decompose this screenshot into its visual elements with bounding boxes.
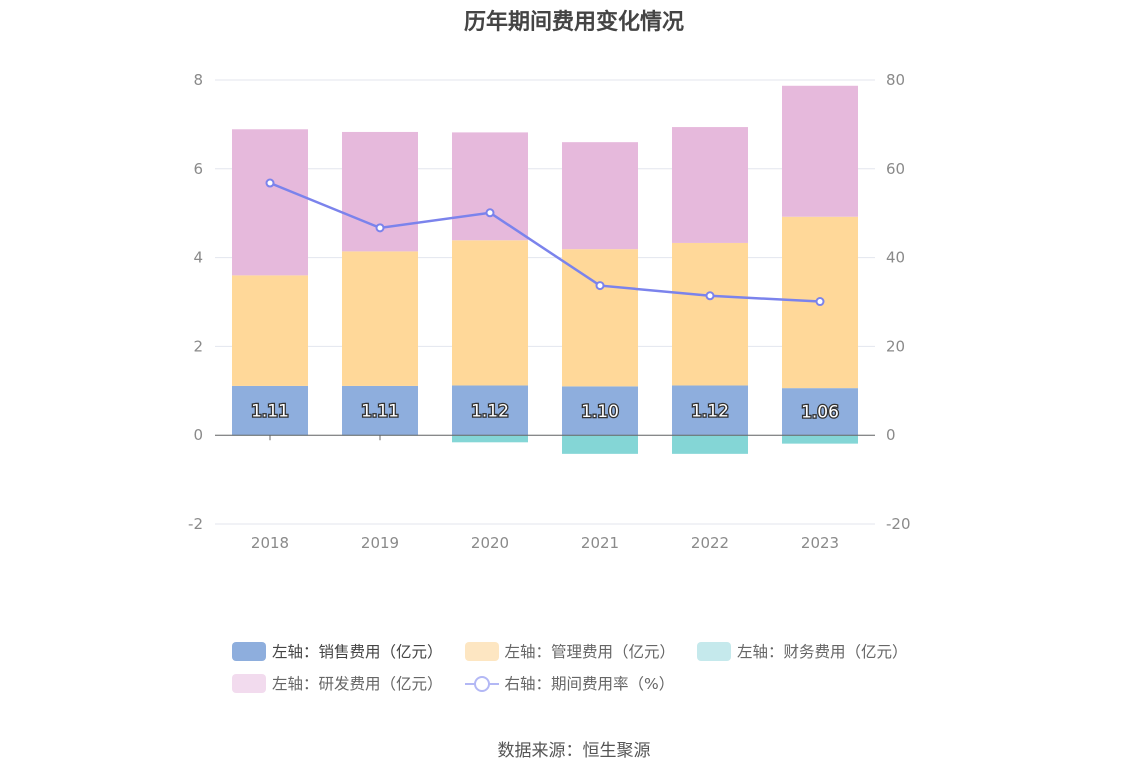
- legend-label-ratio: 右轴：期间费用率（%）: [504, 675, 675, 693]
- x-axis-tick-label: 2020: [471, 534, 509, 552]
- expense-ratio-point: [485, 208, 495, 218]
- bar-segment-2-2022: [672, 242, 748, 386]
- bar-segment-4-2021: [562, 142, 638, 250]
- left-axis-tick-label: 2: [193, 337, 203, 355]
- legend-label-finance: 左轴：财务费用（亿元）: [737, 643, 908, 661]
- expense-ratio-line: [269, 181, 821, 303]
- bar-segment-1-2022: [672, 385, 748, 436]
- legend-swatch-rd: [232, 673, 266, 693]
- bar-segment-4-2020: [452, 132, 528, 241]
- left-axis-tick-label: 8: [193, 71, 203, 89]
- bar-segment-2-2019: [342, 251, 418, 386]
- chart-legend: 左轴：销售费用（亿元） 左轴：管理费用（亿元） 左轴：财务费用（亿元） 左轴：研…: [232, 638, 952, 702]
- bar-segment-4-2018: [232, 129, 308, 276]
- x-axis-tick-label: 2018: [251, 534, 289, 552]
- bar-data-label: 1.11: [251, 402, 289, 422]
- bar-segment-1-2023: [782, 388, 858, 436]
- bar-segment-2-2018: [232, 275, 308, 386]
- bar-segment-3-2022: [672, 435, 748, 454]
- right-axis-tick-label: 0: [886, 426, 896, 444]
- legend-swatch-finance: [697, 641, 732, 661]
- bar-segment-1-2020: [452, 385, 528, 436]
- expense-ratio-point: [595, 281, 605, 291]
- bar-segment-1-2019: [342, 385, 418, 436]
- bar-segment-4-2023: [782, 85, 858, 217]
- right-axis-tick-label: 60: [886, 160, 905, 178]
- legend-label-admin: 左轴：管理费用（亿元）: [504, 643, 676, 661]
- bar-data-label: 1.10: [581, 402, 619, 422]
- chart-plot: -202468-200204060801.1120181.1120191.122…: [188, 71, 911, 552]
- x-axis-tick-label: 2023: [801, 534, 839, 552]
- legend-line-marker-icon: [464, 674, 499, 693]
- legend-item-admin-expense[interactable]: 左轴：管理费用（亿元）: [464, 640, 676, 662]
- data-source-note: 数据来源：恒生聚源: [497, 741, 651, 761]
- legend-item-sales-expense[interactable]: 左轴：销售费用（亿元）: [232, 640, 443, 662]
- legend-item-expense-ratio[interactable]: 右轴：期间费用率（%）: [464, 672, 675, 694]
- bar-segment-3-2020: [452, 435, 528, 443]
- left-axis-tick-label: -2: [188, 515, 203, 533]
- bar-data-label: 1.11: [361, 402, 399, 422]
- right-axis-tick-label: -20: [886, 515, 911, 533]
- bar-segment-2-2020: [452, 240, 528, 386]
- right-axis-tick-label: 40: [886, 249, 905, 267]
- bar-segment-1-2018: [232, 385, 308, 436]
- bar-segment-4-2019: [342, 131, 418, 252]
- left-axis-tick-label: 0: [193, 426, 203, 444]
- x-axis-tick-label: 2019: [361, 534, 399, 552]
- left-axis-tick-label: 6: [193, 160, 203, 178]
- legend-swatch-admin: [464, 641, 499, 661]
- bar-segment-3-2023: [782, 435, 858, 444]
- expense-ratio-point: [375, 223, 385, 233]
- bar-segment-2-2021: [562, 249, 638, 387]
- bar-segment-1-2021: [562, 386, 638, 436]
- legend-item-finance-expense[interactable]: 左轴：财务费用（亿元）: [697, 640, 908, 662]
- right-axis-tick-label: 20: [886, 337, 905, 355]
- legend-item-rd-expense[interactable]: 左轴：研发费用（亿元）: [232, 672, 443, 694]
- x-axis-tick-label: 2021: [581, 534, 619, 552]
- legend-swatch-sales: [232, 641, 266, 661]
- expense-ratio-point: [705, 291, 715, 301]
- bar-data-label: 1.06: [801, 403, 839, 423]
- expense-ratio-point: [265, 178, 275, 188]
- bar-segment-3-2021: [562, 435, 638, 454]
- legend-label-sales: 左轴：销售费用（亿元）: [272, 643, 443, 661]
- bar-data-label: 1.12: [691, 401, 729, 421]
- legend-label-rd: 左轴：研发费用（亿元）: [272, 675, 443, 693]
- bar-segment-4-2022: [672, 127, 748, 243]
- left-axis-tick-label: 4: [193, 249, 203, 267]
- x-axis-tick-label: 2022: [691, 534, 729, 552]
- chart-title: 历年期间费用变化情况: [463, 10, 684, 35]
- bar-data-label: 1.12: [471, 401, 509, 421]
- expense-ratio-point: [815, 297, 825, 307]
- right-axis-tick-label: 80: [886, 71, 905, 89]
